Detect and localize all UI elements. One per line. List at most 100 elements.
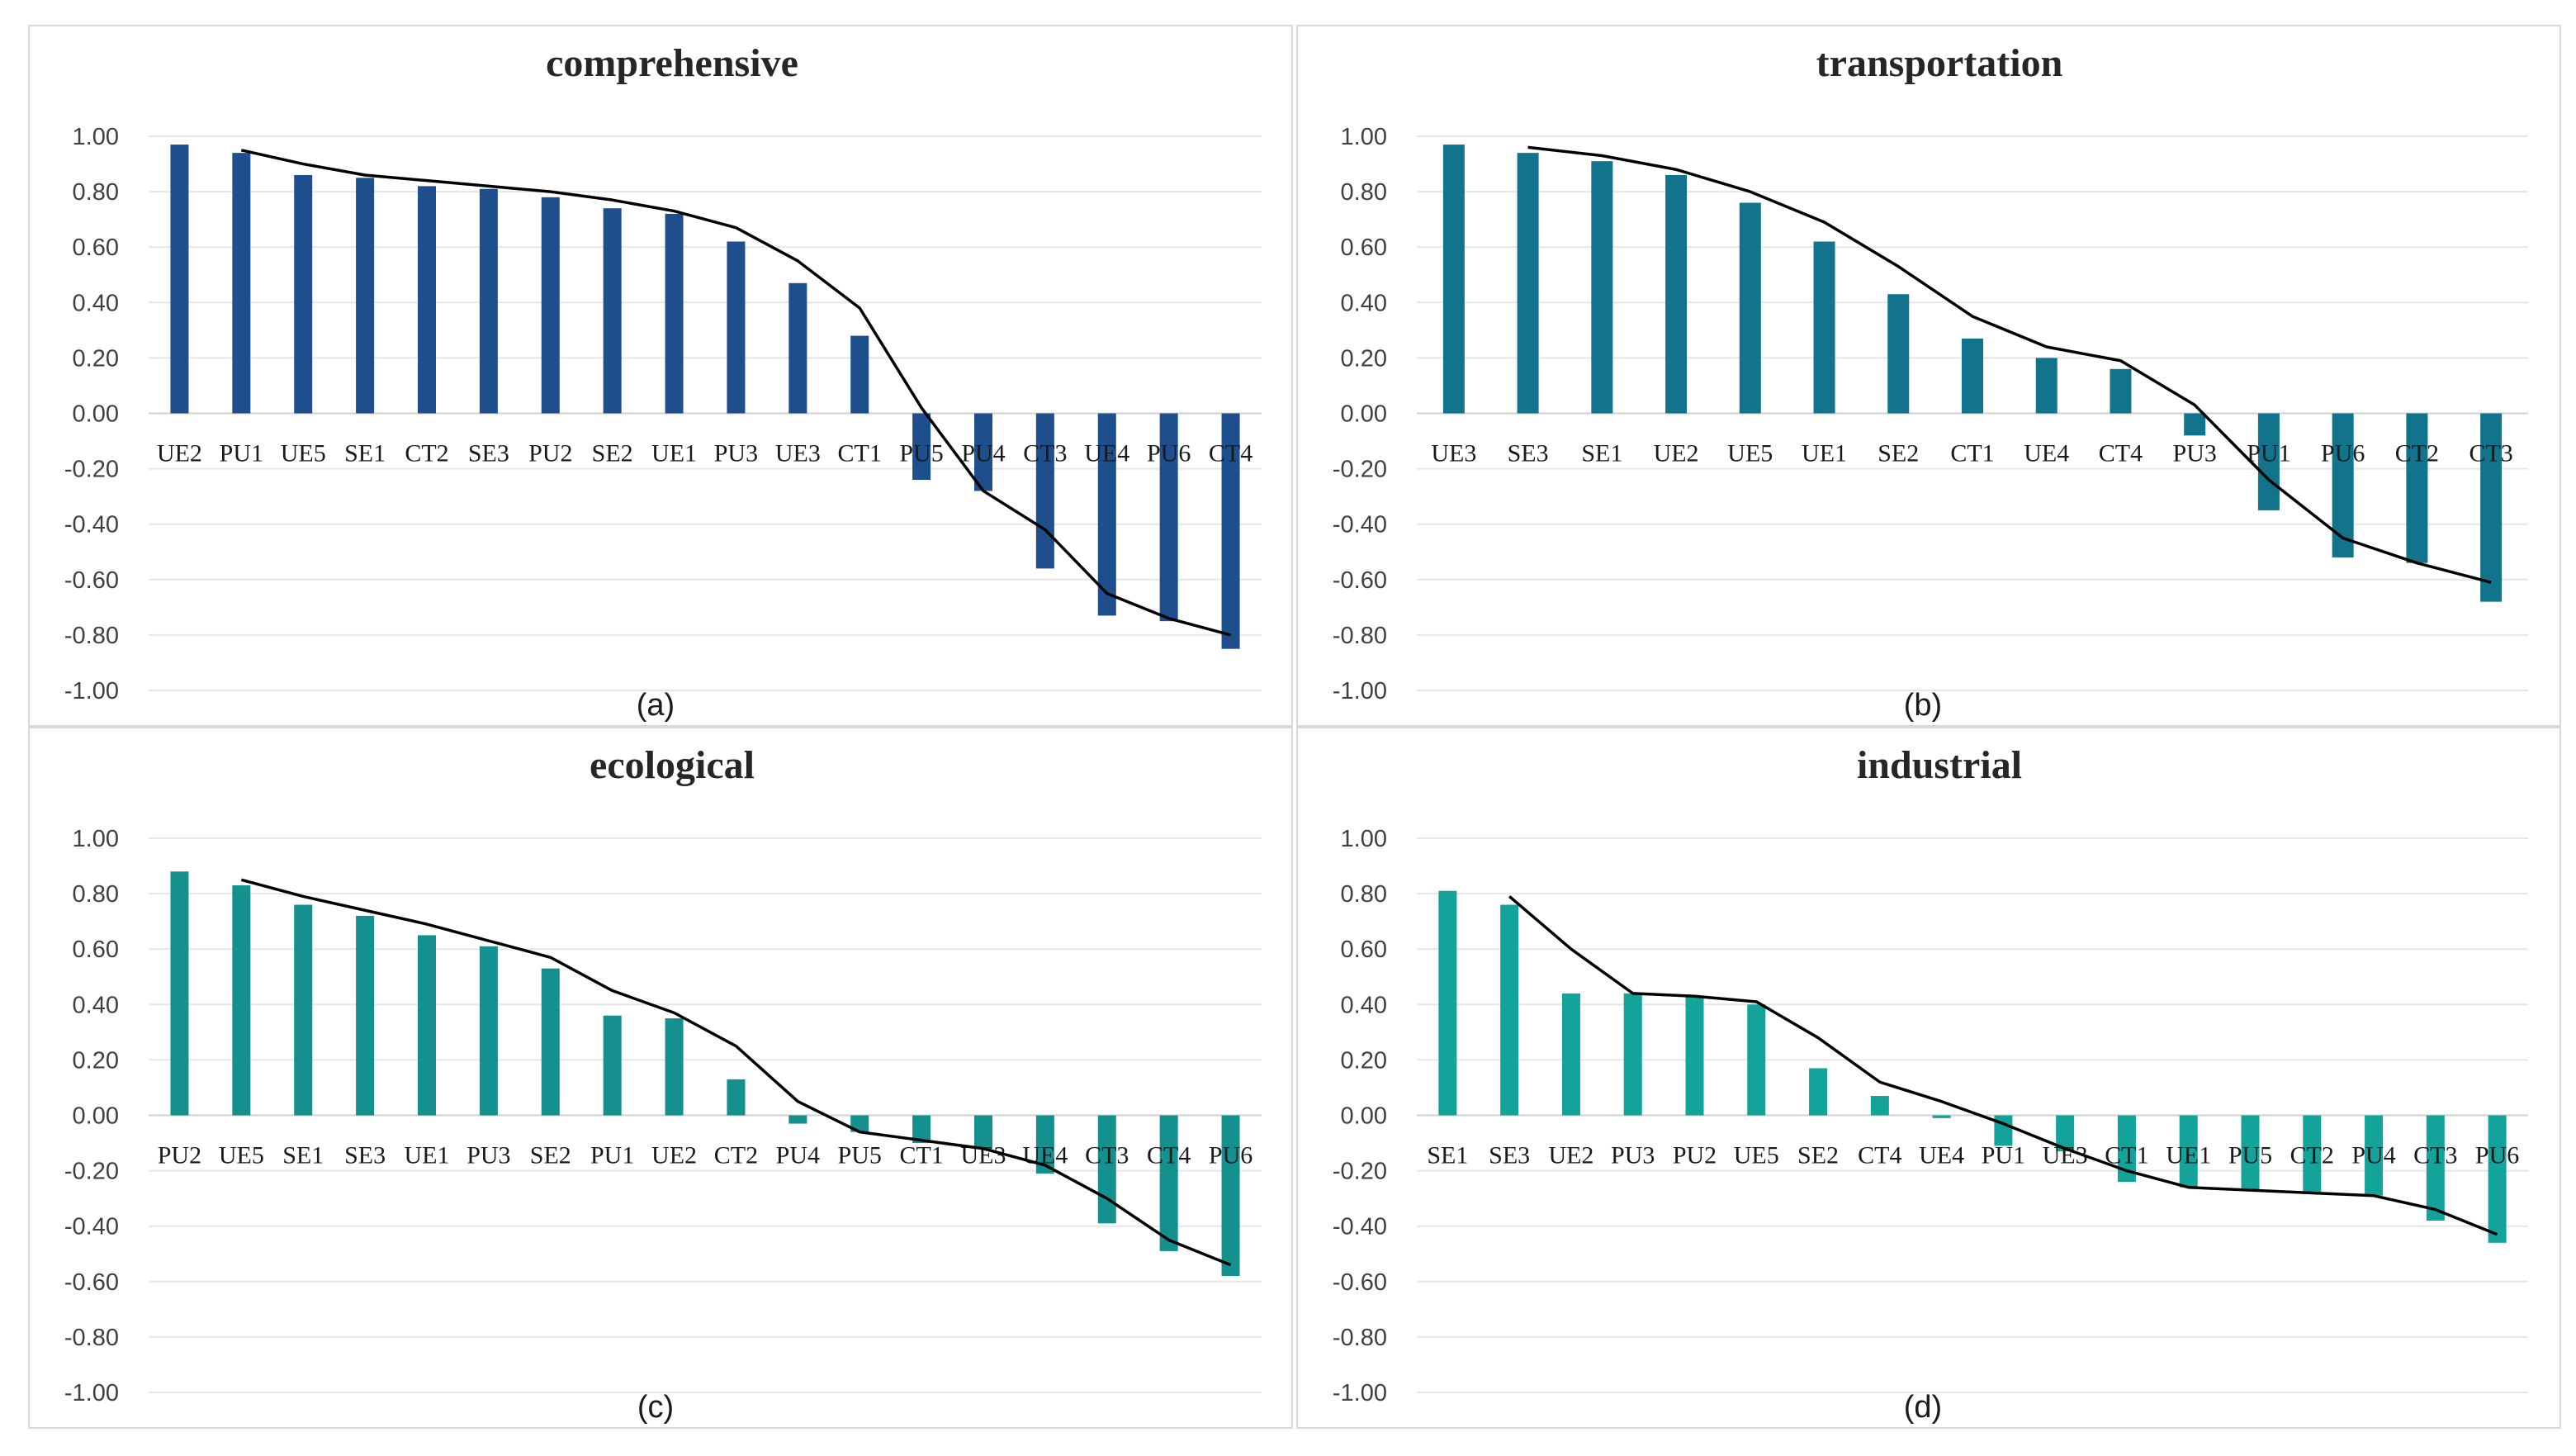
y-tick-label: 1.00 [73,124,119,150]
bar-se1 [1438,890,1457,1116]
y-tick-label: -0.60 [64,1269,119,1296]
y-tick-label: -0.80 [1333,623,1387,649]
bar-pu3 [727,241,746,414]
bar-ue5 [232,885,251,1116]
x-tick-label: PU6 [1147,440,1191,467]
x-tick-label: PU3 [2173,440,2217,467]
x-tick-label: UE4 [2024,440,2069,467]
y-tick-label: 1.00 [1341,124,1387,150]
y-tick-label: 0.40 [73,992,119,1018]
y-tick-label: 0.40 [1341,992,1387,1018]
y-tick-label: -1.00 [1333,1380,1387,1406]
y-tick-label: 0.00 [1341,1103,1387,1130]
x-tick-label: CT4 [1147,1142,1191,1169]
x-tick-label: CT1 [899,1142,943,1169]
bar-pu5 [2241,1115,2260,1191]
bar-ue5 [1747,1004,1766,1116]
x-tick-label: CT2 [714,1142,758,1169]
bar-ct1 [912,1115,931,1144]
chart-ecological: ecological 1.00 0.80 0.60 0.40 0.20 0.00 -0.20 -… [64,743,1262,1425]
x-tick-label: UE3 [775,440,821,467]
x-tick-label: CT2 [405,440,448,467]
y-tick-label: -0.80 [1333,1325,1387,1351]
x-tick-label: SE2 [592,440,633,467]
y-tick-label: 0.80 [1341,179,1387,206]
x-tick-label: PU2 [158,1142,201,1169]
bar-ue5 [294,174,313,414]
y-tick-label: -0.20 [64,457,119,483]
x-tick-label: UE5 [1734,1142,1779,1169]
x-tick-label: SE1 [344,440,386,467]
y-tick-label: 0.20 [1341,345,1387,372]
x-tick-label: PU2 [1673,1142,1717,1169]
chart-panel-transportation [1296,25,2561,727]
bar-pu5 [912,413,931,481]
bar-ct1 [850,335,869,414]
bar-pu1 [232,153,251,414]
bar-ct3 [2480,413,2503,602]
y-tick-label: -0.40 [64,512,119,538]
x-tick-label: SE3 [344,1142,386,1169]
x-tick-label: PU6 [2475,1142,2519,1169]
x-tick-label: PU4 [2351,1142,2395,1169]
bar-ue3 [2056,1115,2075,1152]
x-tick-label: SE3 [468,440,509,467]
chart-title: comprehensive [546,41,798,85]
x-tick-label: UE2 [157,440,202,467]
bar-ct4 [1870,1096,1889,1116]
x-tick-label: UE1 [405,1142,450,1169]
x-tick-label: CT4 [2099,440,2143,467]
bar-ue4 [2035,358,2057,414]
y-tick-label: -1.00 [64,678,119,704]
y-tick-label: -0.60 [1333,1269,1387,1296]
y-tick-label: 1.00 [73,826,119,852]
bar-ue4 [1035,1115,1054,1174]
x-tick-label: UE2 [651,1142,697,1169]
bar-se1 [356,178,375,414]
bar-pu4 [974,413,992,491]
x-tick-label: PU4 [776,1142,820,1169]
y-tick-label: 0.60 [73,235,119,261]
chart-caption: (b) [1904,688,1942,723]
x-tick-label: PU5 [838,1142,882,1169]
y-tick-label: -1.00 [1333,678,1387,704]
y-tick-label: -0.40 [1333,1214,1387,1240]
y-tick-label: 0.80 [1341,881,1387,908]
x-tick-label: SE1 [282,1142,324,1169]
y-tick-label: 0.00 [73,401,119,428]
bar-pu3 [2184,413,2206,436]
bar-se1 [1591,161,1613,414]
trend-line [240,149,1232,637]
x-tick-label: UE1 [2166,1142,2211,1169]
x-tick-label: PU6 [1209,1142,1252,1169]
y-tick-label: 0.80 [73,179,119,206]
x-tick-label: UE1 [1802,440,1847,467]
x-tick-label: PU1 [1982,1142,2025,1169]
bar-pu3 [479,946,498,1116]
bar-se3 [479,188,498,414]
bar-se3 [1517,153,1539,414]
x-tick-label: PU4 [961,440,1005,467]
trend-line [1527,145,2492,584]
bar-se2 [1887,294,1910,414]
trend-line [1508,895,2498,1236]
bar-pu2 [1685,996,1704,1116]
y-tick-label: 0.60 [1341,235,1387,261]
chart-caption: (c) [637,1390,674,1425]
bar-ue2 [1561,993,1580,1116]
chart-title: industrial [1857,743,2022,787]
x-tick-label: PU1 [2247,440,2290,467]
bar-ue3 [1442,145,1465,414]
y-tick-label: -0.40 [64,1214,119,1240]
y-tick-label: -0.60 [64,567,119,594]
bar-pu3 [1623,993,1642,1116]
x-tick-label: PU1 [590,1142,634,1169]
bar-ct4 [2110,368,2132,414]
bar-ct2 [418,186,436,414]
x-tick-label: UE4 [1084,440,1129,467]
y-tick-label: -0.20 [1333,457,1387,483]
x-tick-label: CT4 [1209,440,1252,467]
bar-pu4 [788,1115,807,1124]
y-tick-label: 0.40 [1341,290,1387,316]
bar-ue1 [2179,1115,2198,1188]
